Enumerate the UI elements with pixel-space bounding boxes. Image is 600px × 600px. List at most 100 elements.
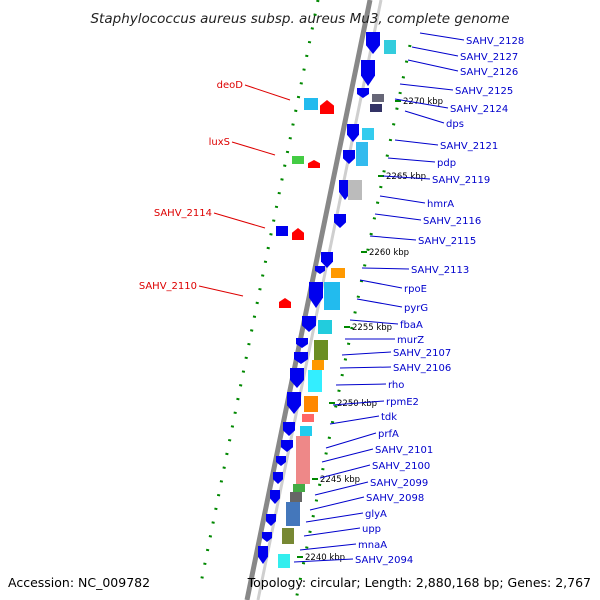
- leader-line: [309, 496, 365, 511]
- leader-line: [349, 319, 399, 325]
- gene-label-sahv_2106: SAHV_2106: [393, 363, 451, 374]
- gene-arrow: [262, 532, 272, 542]
- genome-backbone: [244, 0, 373, 600]
- gene-arrow: [270, 490, 280, 504]
- leader-line: [404, 110, 445, 124]
- leader-line: [356, 298, 403, 308]
- gene-arrow: [276, 456, 286, 466]
- gene-arrow: [279, 298, 291, 308]
- leader-line: [407, 59, 459, 72]
- gene-arrow: [343, 150, 355, 164]
- leader-line: [394, 98, 449, 109]
- tick-label: 2250 kbp: [337, 399, 377, 409]
- tick-label: 2245 kbp: [320, 475, 360, 485]
- gene-label-sahv_2121: SAHV_2121: [440, 141, 498, 152]
- gc-track-left: [198, 0, 320, 589]
- gene-label-sahv_2128: SAHV_2128: [466, 36, 524, 47]
- leader-line: [382, 175, 431, 180]
- gene-arrow: [320, 100, 334, 114]
- gene-label-hmra: hmrA: [427, 199, 454, 210]
- gene-arrow: [283, 422, 295, 436]
- gene-block: [282, 528, 294, 544]
- leader-line: [339, 366, 392, 369]
- gene-block: [362, 128, 374, 140]
- leader-line: [374, 213, 422, 221]
- leader-line: [329, 415, 380, 425]
- gene-block: [308, 370, 322, 392]
- gene-arrow: [361, 60, 375, 86]
- gene-label-sahv_2100: SAHV_2100: [372, 461, 430, 472]
- gene-block: [302, 414, 314, 422]
- gene-arrow: [281, 440, 293, 452]
- gene-block: [331, 268, 345, 278]
- leader-line: [341, 351, 392, 356]
- gene-label-upp: upp: [362, 524, 381, 535]
- tick-label: 2255 kbp: [352, 323, 392, 333]
- gene-arrow: [309, 282, 323, 308]
- gene-arrow: [357, 88, 369, 98]
- gene-arrow: [308, 160, 320, 168]
- leader-line: [319, 464, 371, 479]
- gene-label-sahv_2127: SAHV_2127: [460, 52, 518, 63]
- leader-line: [359, 279, 403, 289]
- gene-label-sahv_2113: SAHV_2113: [411, 265, 469, 276]
- gene-arrow: [366, 32, 380, 54]
- gene-arrow: [321, 252, 333, 268]
- gene-arrow: [294, 352, 308, 364]
- leader-line: [419, 32, 465, 41]
- gene-arrow: [266, 514, 276, 526]
- gene-arrow: [292, 228, 304, 240]
- tick-label: 2260 kbp: [369, 248, 409, 258]
- gene-block: [370, 104, 382, 112]
- gene-label-tdk: tdk: [381, 412, 397, 423]
- leader-line: [244, 84, 291, 101]
- leader-line: [387, 157, 436, 163]
- leader-line: [231, 141, 276, 156]
- right-gene-labels: SAHV_2128 SAHV_2127 SAHV_2126 SAHV_2125 SAHV…: [293, 32, 524, 566]
- gene-label-sahv_2119: SAHV_2119: [432, 175, 490, 186]
- leader-line: [213, 212, 266, 229]
- leader-line: [394, 139, 439, 146]
- gene-label-sahv_2107: SAHV_2107: [393, 348, 451, 359]
- gene-label-sahv_2094: SAHV_2094: [355, 555, 413, 566]
- gene-label-deod: deoD: [217, 80, 244, 91]
- gene-block: [312, 360, 324, 370]
- gene-block: [384, 40, 396, 54]
- gene-label-sahv_2116: SAHV_2116: [423, 216, 481, 227]
- map-title: Staphylococcus aureus subsp. aureus Mu3,…: [90, 11, 509, 27]
- leader-line: [325, 432, 377, 449]
- gene-arrow: [347, 124, 359, 142]
- gene-label-sahv_2124: SAHV_2124: [450, 104, 508, 115]
- gene-label-sahv_2110: SAHV_2110: [139, 281, 197, 292]
- gene-label-sahv_2114: SAHV_2114: [154, 208, 212, 219]
- gene-block: [372, 94, 384, 102]
- gene-label-sahv_2101: SAHV_2101: [375, 445, 433, 456]
- gene-label-mnaa: mnaA: [358, 540, 387, 551]
- gene-block: [290, 492, 302, 502]
- accession-label: Accession: NC_009782: [8, 575, 150, 590]
- gene-block: [304, 396, 318, 412]
- gene-block: [314, 340, 328, 360]
- gene-block: [300, 426, 312, 436]
- gene-arrow: [334, 214, 346, 228]
- gene-label-dps: dps: [446, 119, 464, 130]
- gene-block: [278, 554, 290, 568]
- gene-block: [324, 282, 340, 310]
- gene-block: [296, 436, 310, 484]
- leader-line: [299, 543, 357, 551]
- gene-block: [348, 180, 362, 200]
- leader-line: [335, 383, 387, 386]
- gene-arrow: [287, 392, 301, 414]
- gene-arrow: [273, 472, 283, 484]
- gene-label-prfa: prfA: [378, 429, 399, 440]
- leader-line: [305, 512, 364, 523]
- gene-label-rho: rho: [388, 380, 404, 391]
- gene-arrow: [258, 546, 268, 564]
- gene-label-pdp: pdp: [437, 158, 456, 169]
- leader-line: [399, 83, 454, 91]
- gene-label-fbaa: fbaA: [400, 320, 423, 331]
- leader-line: [198, 285, 244, 297]
- gene-label-sahv_2098: SAHV_2098: [366, 493, 424, 504]
